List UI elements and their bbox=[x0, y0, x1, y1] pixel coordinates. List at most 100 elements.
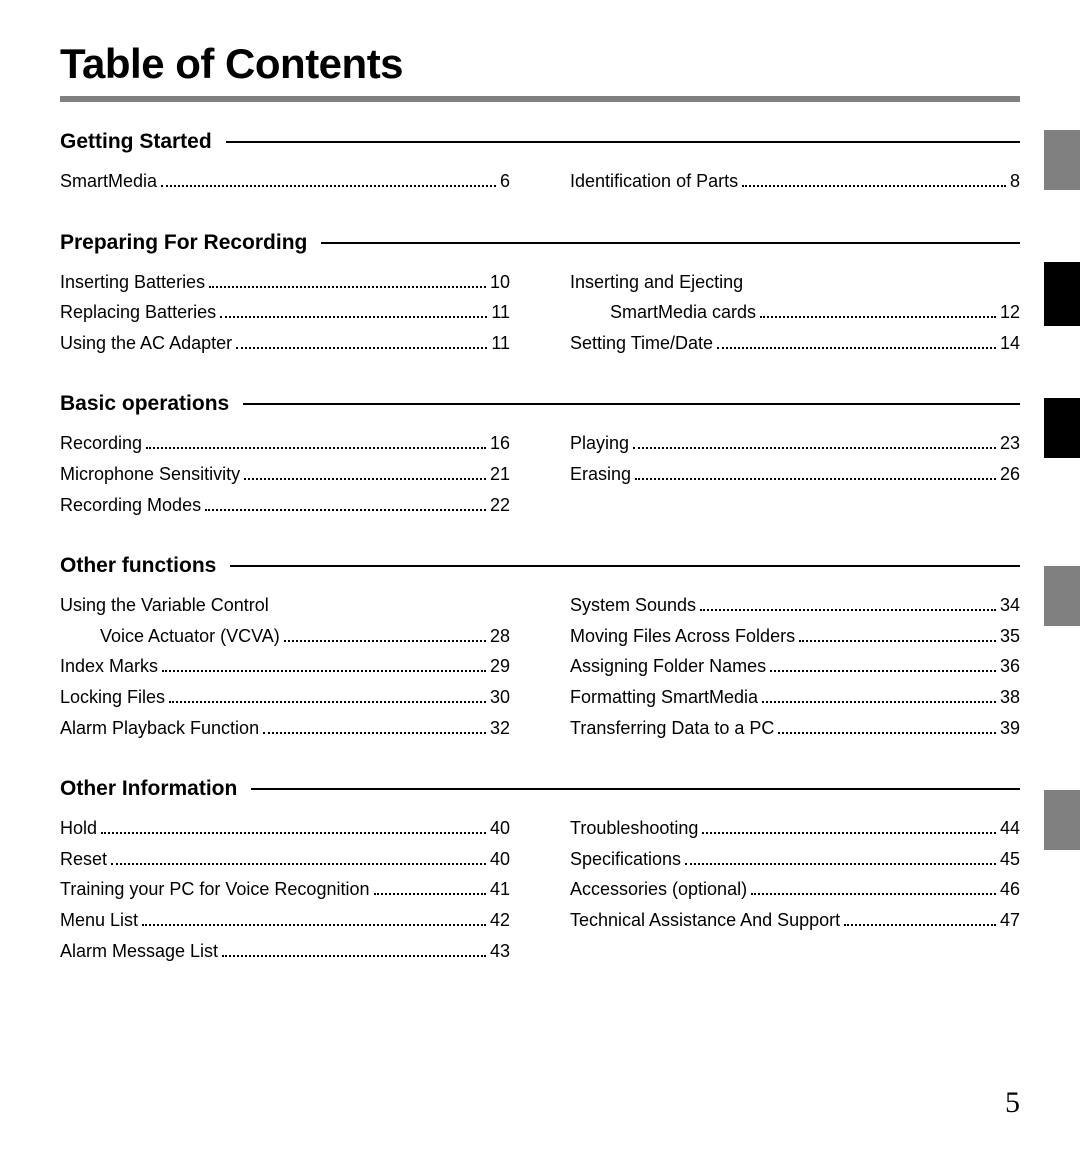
leader-dots bbox=[142, 924, 486, 926]
toc-entry[interactable]: Formatting SmartMedia38 bbox=[570, 682, 1020, 713]
toc-entry-page: 8 bbox=[1010, 166, 1020, 197]
toc-entry[interactable]: Specifications45 bbox=[570, 844, 1020, 875]
leader-dots bbox=[263, 732, 486, 734]
toc-section: Other functions Using the Variable Contro… bbox=[60, 554, 1020, 743]
toc-entry-label: SmartMedia bbox=[60, 166, 157, 197]
toc-section: Getting StartedSmartMedia6Identification… bbox=[60, 130, 1020, 197]
toc-entry[interactable]: Index Marks 29 bbox=[60, 651, 510, 682]
toc-entry[interactable]: Assigning Folder Names36 bbox=[570, 651, 1020, 682]
column-right: Inserting and EjectingSmartMedia cards12… bbox=[570, 267, 1020, 359]
edge-tab bbox=[1044, 398, 1080, 458]
toc-entry[interactable]: SmartMedia cards12 bbox=[570, 297, 1020, 328]
toc-entry[interactable]: Menu List42 bbox=[60, 905, 510, 936]
title-rule bbox=[60, 96, 1020, 102]
leader-dots bbox=[685, 863, 996, 865]
leader-dots bbox=[284, 640, 486, 642]
toc-entry-label: Recording bbox=[60, 428, 142, 459]
toc-entry-label: Formatting SmartMedia bbox=[570, 682, 758, 713]
toc-entry[interactable]: Using the AC Adapter11 bbox=[60, 328, 510, 359]
toc-entry-label: Microphone Sensitivity bbox=[60, 459, 240, 490]
toc-entry-page: 6 bbox=[500, 166, 510, 197]
toc-entry[interactable]: Erasing 26 bbox=[570, 459, 1020, 490]
leader-dots bbox=[236, 347, 487, 349]
leader-dots bbox=[778, 732, 996, 734]
section-rule bbox=[226, 141, 1020, 143]
column-left: Hold40Reset40Training your PC for Voice … bbox=[60, 813, 510, 966]
leader-dots bbox=[635, 478, 996, 480]
toc-entry[interactable]: Replacing Batteries11 bbox=[60, 297, 510, 328]
toc-section: Preparing For Recording Inserting Batteri… bbox=[60, 231, 1020, 359]
toc-entry[interactable]: System Sounds34 bbox=[570, 590, 1020, 621]
leader-dots bbox=[751, 893, 996, 895]
toc-entry[interactable]: Recording Modes22 bbox=[60, 490, 510, 521]
toc-entry-page: 34 bbox=[1000, 590, 1020, 621]
section-rule bbox=[321, 242, 1020, 244]
leader-dots bbox=[742, 185, 1006, 187]
toc-section: Other Information Hold40Reset40Training y… bbox=[60, 777, 1020, 966]
leader-dots bbox=[162, 670, 486, 672]
toc-entry[interactable]: SmartMedia 6 bbox=[60, 166, 510, 197]
toc-entry[interactable]: Identification of Parts8 bbox=[570, 166, 1020, 197]
toc-entry-label: Index Marks bbox=[60, 651, 158, 682]
toc-entry[interactable]: Alarm Message List43 bbox=[60, 936, 510, 967]
toc-entry-page: 41 bbox=[490, 874, 510, 905]
section-columns: Inserting Batteries10Replacing Batteries… bbox=[60, 267, 1020, 359]
leader-dots bbox=[762, 701, 996, 703]
toc-entry[interactable]: Inserting and Ejecting bbox=[570, 267, 1020, 298]
toc-entry-page: 21 bbox=[490, 459, 510, 490]
toc-entry[interactable]: Voice Actuator (VCVA)28 bbox=[60, 621, 510, 652]
toc-entry-page: 29 bbox=[490, 651, 510, 682]
toc-entry-label: Troubleshooting bbox=[570, 813, 698, 844]
toc-entry-page: 40 bbox=[490, 844, 510, 875]
toc-entry[interactable]: Training your PC for Voice Recognition41 bbox=[60, 874, 510, 905]
leader-dots bbox=[169, 701, 486, 703]
toc-entry-label: Erasing bbox=[570, 459, 631, 490]
toc-entry[interactable]: Reset40 bbox=[60, 844, 510, 875]
edge-tab bbox=[1044, 130, 1080, 190]
sections-container: Getting StartedSmartMedia6Identification… bbox=[60, 130, 1020, 966]
section-title: Other functions bbox=[60, 554, 216, 578]
leader-dots bbox=[799, 640, 996, 642]
page-title: Table of Contents bbox=[60, 40, 1020, 88]
column-left: SmartMedia 6 bbox=[60, 166, 510, 197]
leader-dots bbox=[633, 447, 996, 449]
toc-entry[interactable]: Microphone Sensitivity 21 bbox=[60, 459, 510, 490]
section-header: Other functions bbox=[60, 554, 1020, 578]
section-columns: Hold40Reset40Training your PC for Voice … bbox=[60, 813, 1020, 966]
leader-dots bbox=[702, 832, 996, 834]
toc-entry[interactable]: Setting Time/Date14 bbox=[570, 328, 1020, 359]
leader-dots bbox=[161, 185, 496, 187]
toc-entry[interactable]: Alarm Playback Function 32 bbox=[60, 713, 510, 744]
toc-entry[interactable]: Transferring Data to a PC39 bbox=[570, 713, 1020, 744]
toc-entry[interactable]: Recording 16 bbox=[60, 428, 510, 459]
toc-entry[interactable]: Inserting Batteries10 bbox=[60, 267, 510, 298]
toc-entry-page: 11 bbox=[491, 328, 510, 359]
toc-entry[interactable]: Playing23 bbox=[570, 428, 1020, 459]
toc-entry-page: 45 bbox=[1000, 844, 1020, 875]
toc-entry[interactable]: Using the Variable Control bbox=[60, 590, 510, 621]
toc-entry-label: Alarm Playback Function bbox=[60, 713, 259, 744]
section-title: Other Information bbox=[60, 777, 237, 801]
column-right: Playing23Erasing 26 bbox=[570, 428, 1020, 520]
toc-entry-page: 46 bbox=[1000, 874, 1020, 905]
section-header: Preparing For Recording bbox=[60, 231, 1020, 255]
toc-entry[interactable]: Accessories (optional)46 bbox=[570, 874, 1020, 905]
toc-entry-page: 22 bbox=[490, 490, 510, 521]
leader-dots bbox=[770, 670, 996, 672]
toc-entry-page: 14 bbox=[1000, 328, 1020, 359]
toc-entry[interactable]: Locking Files30 bbox=[60, 682, 510, 713]
toc-entry-page: 16 bbox=[490, 428, 510, 459]
toc-entry[interactable]: Technical Assistance And Support47 bbox=[570, 905, 1020, 936]
leader-dots bbox=[101, 832, 486, 834]
toc-entry-label: Voice Actuator (VCVA) bbox=[60, 621, 280, 652]
page-number: 5 bbox=[1005, 1086, 1020, 1120]
toc-entry-page: 32 bbox=[490, 713, 510, 744]
toc-entry-page: 26 bbox=[1000, 459, 1020, 490]
toc-entry[interactable]: Moving Files Across Folders35 bbox=[570, 621, 1020, 652]
leader-dots bbox=[209, 286, 486, 288]
toc-entry[interactable]: Hold40 bbox=[60, 813, 510, 844]
toc-entry[interactable]: Troubleshooting44 bbox=[570, 813, 1020, 844]
toc-entry-page: 30 bbox=[490, 682, 510, 713]
section-title: Basic operations bbox=[60, 392, 229, 416]
section-rule bbox=[230, 565, 1020, 567]
